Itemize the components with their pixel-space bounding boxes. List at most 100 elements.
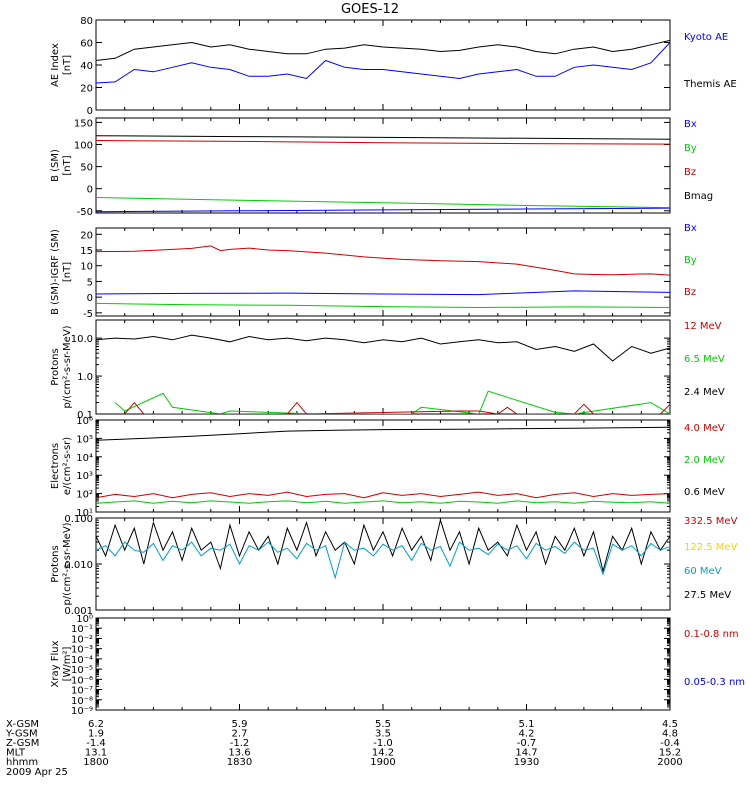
x-tick-label: 2000 [657, 757, 682, 768]
legend-kyoto-ae: Kyoto AE [684, 32, 728, 43]
y-tick-label: 10⁻³ [71, 645, 93, 656]
series-group [96, 39, 670, 84]
y-tick-label: 0.001 [64, 606, 93, 617]
figure-title: GOES-12 [341, 2, 399, 17]
legend-4-0-mev: 4.0 MeV [684, 423, 725, 434]
legend-bz: Bz [684, 167, 696, 178]
series-bz [96, 140, 670, 145]
y-tick-label: -50 [77, 207, 93, 218]
x-tick-label: -1.0 [373, 738, 393, 749]
series-27-5-mev [96, 518, 670, 574]
date-label: 2009 Apr 25 [6, 767, 68, 778]
x-tick-label: 13.1 [85, 748, 107, 759]
panel-4: 0.1 1.0 10.0 Protons p/(cm²-s-sr-MeV) 12 MeV 6… [50, 319, 725, 421]
legend-0-1-0-8-nm: 0.1-0.8 nm [684, 629, 739, 640]
y-tick-label: 10⁻² [71, 634, 93, 645]
y-tick-label: 40 [80, 61, 93, 72]
legend-2-0-mev: 2.0 MeV [684, 455, 725, 466]
panel-6: 0.001 0.010 0.100 Protons p/(cm²-s-sr-MeV) 33… [50, 514, 738, 617]
series-2-0-mev [96, 500, 670, 504]
x-tick-label: 4.5 [662, 719, 678, 730]
series-by [96, 302, 670, 309]
series-group [96, 426, 670, 504]
y-axis-label: Xray Flux [50, 640, 61, 687]
series-bx [96, 207, 670, 213]
x-tick-label: 1.9 [88, 729, 104, 740]
series-12-mev [124, 401, 670, 414]
y-axis-label: Protons [50, 348, 61, 385]
legend-by: By [684, 143, 697, 154]
y-tick-label: 10.0 [71, 334, 93, 345]
plot-frame [95, 227, 671, 317]
x-tick-label: 1830 [227, 757, 252, 768]
y-tick-label: 0 [87, 185, 93, 196]
y-tick-label: -5 [83, 309, 93, 320]
x-tick-label: 15.2 [659, 748, 681, 759]
x-row-label: X-GSM [6, 719, 39, 730]
y-axis-label: [nT] [62, 262, 73, 282]
x-tick-label: 1800 [83, 757, 108, 768]
y-tick-label: 150 [74, 118, 93, 129]
x-tick-label: 14.2 [372, 748, 394, 759]
series-6-5-mev [114, 390, 670, 414]
legend-bz: Bz [684, 287, 696, 298]
plot-frame [95, 319, 671, 415]
y-tick-label: 20 [80, 84, 93, 95]
x-row-label: Z-GSM [6, 738, 39, 749]
series-group [96, 518, 670, 580]
y-tick-label: 10³ [76, 471, 93, 482]
panel-1: 0 20 40 60 80 AE Index [nT] Kyoto AE Themis AE [50, 16, 737, 117]
panel-5: 10¹ 10² 10³ 10⁴ 10⁵ 10⁶ Electrons e/(cm²-s-sr) 4… [50, 416, 725, 519]
x-tick-label: 6.2 [88, 719, 104, 730]
x-tick-label: 4.2 [519, 729, 535, 740]
y-tick-label: 0 [87, 293, 93, 304]
x-tick-label: -1.4 [86, 738, 106, 749]
y-axis-label: p/(cm²-s-sr-MeV) [62, 325, 73, 408]
y-tick-label: 0 [87, 106, 93, 117]
y-axis-label: B (SM)-IGRF (SM) [50, 229, 61, 315]
series-themis-ae [96, 39, 670, 61]
legend-by: By [684, 255, 697, 266]
y-tick-label: 0.1 [77, 410, 93, 421]
y-tick-label: 20 [80, 230, 93, 241]
x-row-label: MLT [6, 748, 26, 759]
x-tick-label: 14.7 [515, 748, 537, 759]
y-tick-label: 10⁻¹ [71, 624, 93, 635]
y-axis-label: [W/m²] [62, 646, 73, 681]
y-tick-label: 80 [80, 16, 93, 27]
series-bz [96, 245, 670, 276]
y-tick-label: 0.100 [64, 514, 93, 525]
y-axis-label: Protons [50, 545, 61, 582]
y-tick-label: 0.010 [64, 560, 93, 571]
series-by [96, 197, 670, 209]
x-tick-label: -0.7 [517, 738, 537, 749]
x-row-label: hhmm [6, 757, 38, 768]
x-tick-label: -0.4 [660, 738, 680, 749]
legend-27-5-mev: 27.5 MeV [684, 590, 731, 601]
legend-122-5-mev: 122.5 MeV [684, 542, 738, 553]
x-row-label: Y-GSM [5, 729, 38, 740]
series-2-4-mev [96, 334, 670, 362]
y-axis-label: e/(cm²-s-sr) [62, 437, 73, 495]
legend-12-mev: 12 MeV [684, 321, 722, 332]
y-tick-label: 100 [74, 141, 93, 152]
plot-frame [95, 617, 671, 711]
x-tick-label: 4.8 [662, 729, 678, 740]
legend-2-4-mev: 2.4 MeV [684, 387, 725, 398]
y-tick-label: 10⁻⁵ [71, 665, 93, 676]
y-axis-label: B (SM) [50, 149, 61, 182]
x-tick-label: 1930 [514, 757, 539, 768]
x-tick-label: 1900 [370, 757, 395, 768]
y-tick-label: 1.0 [77, 372, 93, 383]
legend-bmag: Bmag [684, 191, 713, 202]
legend-themis-ae: Themis AE [683, 79, 737, 90]
y-tick-label: 10⁰ [76, 614, 93, 625]
x-tick-label: 13.6 [228, 748, 250, 759]
x-tick-label: 2.7 [232, 729, 248, 740]
y-tick-label: 60 [80, 39, 93, 50]
y-tick-label: 50 [80, 163, 93, 174]
y-tick-label: 10⁻⁶ [71, 675, 93, 686]
y-tick-label: 10⁻⁸ [71, 696, 93, 707]
